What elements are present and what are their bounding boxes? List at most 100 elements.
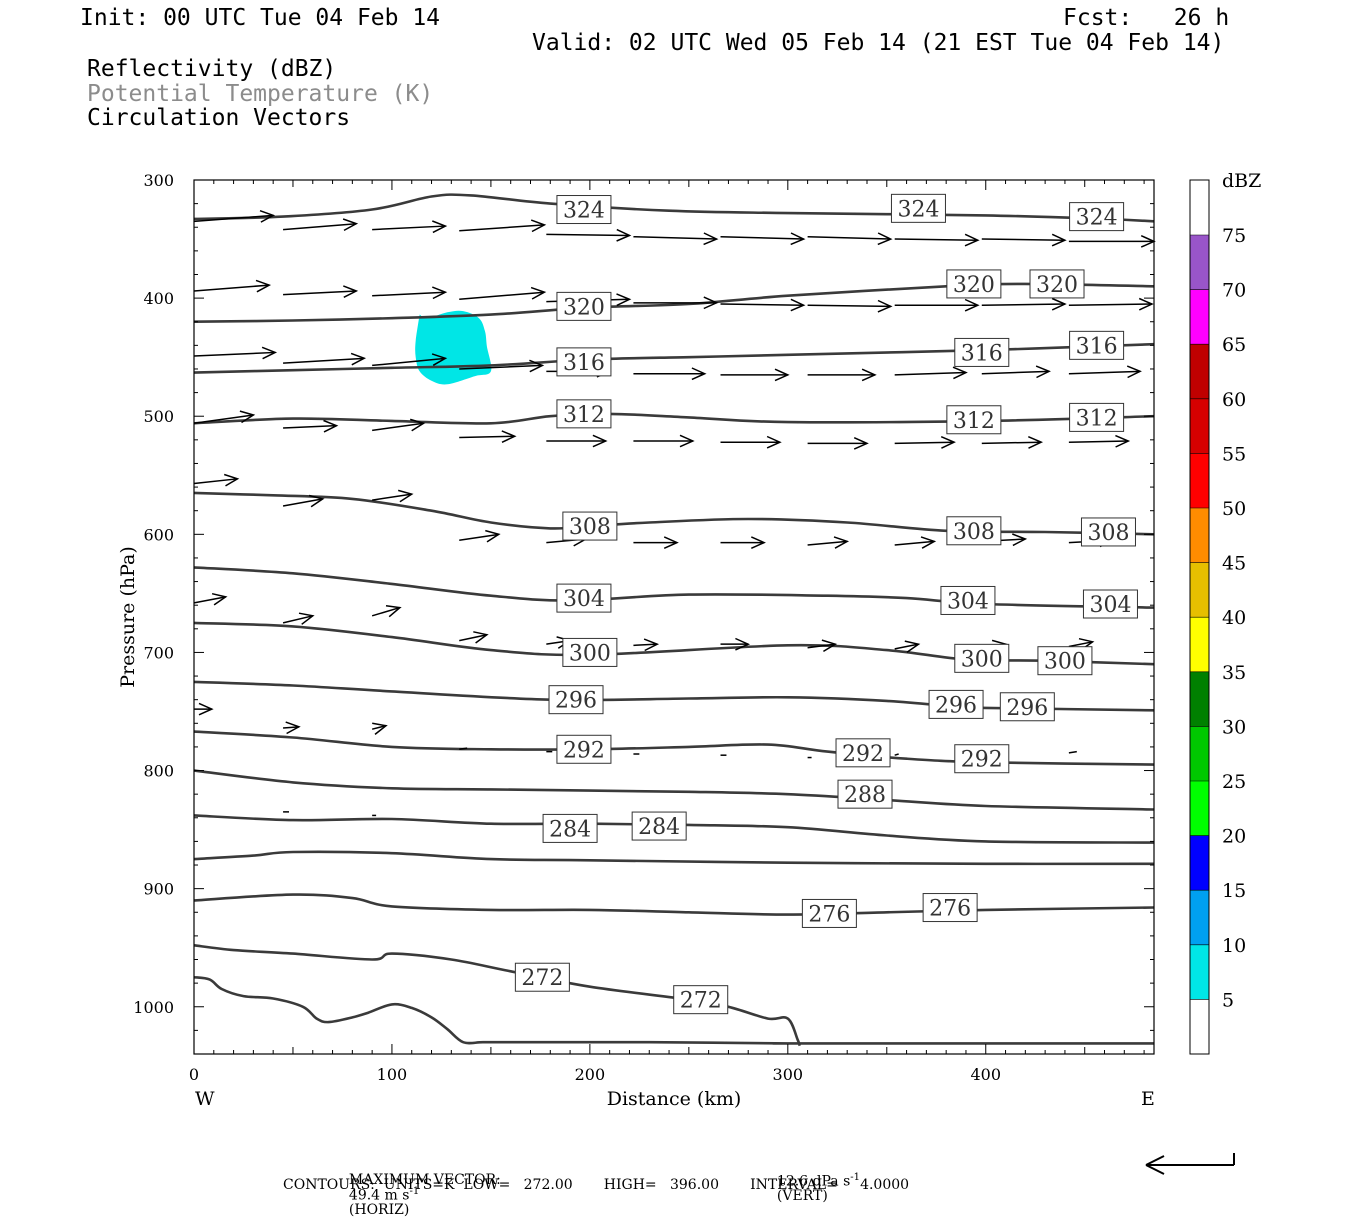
contour-label-312: 312: [1069, 402, 1125, 432]
reflectivity-fills: [415, 310, 492, 385]
field-vectors: Circulation Vectors: [87, 105, 351, 131]
colorbar-label: 60: [1222, 389, 1246, 411]
contour-label-304: 304: [556, 583, 612, 613]
contour-label-300: 300: [562, 637, 618, 667]
contour-label-304: 304: [1082, 589, 1138, 619]
y-tick-label: 500: [143, 407, 174, 426]
contour-label-text: 296: [555, 689, 597, 714]
circulation-vector: [459, 286, 547, 301]
x-tick-label: 400: [970, 1065, 1001, 1084]
colorbar-label: 30: [1222, 716, 1246, 738]
circulation-vector: [807, 368, 877, 382]
circulation-vector: [894, 536, 937, 549]
contour-label-text: 296: [1006, 696, 1048, 721]
contour-label-316: 316: [954, 337, 1010, 367]
circulation-vector: [633, 367, 707, 381]
circulation-vector: [720, 637, 751, 651]
theta-contour-324: [193, 193, 1155, 223]
circulation-vector: [981, 233, 1067, 247]
circulation-vector: [459, 219, 547, 233]
max-vector-vert: 12.6 dPa s-1 (VERT): [768, 1159, 860, 1203]
circulation-vector: [894, 640, 921, 653]
contour-label-316: 316: [1069, 330, 1125, 360]
theta-contour-280: [193, 850, 1155, 866]
circulation-vector: [1068, 297, 1154, 311]
contour-label-312: 312: [556, 399, 612, 429]
y-tick-label: 600: [143, 525, 174, 544]
theta-contour-300: [193, 621, 1155, 666]
colorbar-segment: [1190, 944, 1209, 1000]
circulation-vector: [546, 434, 608, 448]
circulation-vector: [894, 298, 980, 312]
colorbar-segment: [1190, 508, 1209, 563]
contour-label-text: 276: [808, 902, 850, 927]
contour-label-text: 316: [1076, 334, 1118, 359]
contour-label-300: 300: [954, 643, 1010, 673]
theta-contour-268: [193, 975, 1154, 1045]
circulation-vector: [807, 232, 893, 246]
contour-label-text: 288: [844, 783, 886, 808]
circulation-vector: [633, 232, 719, 246]
contour-label-text: 312: [1076, 406, 1118, 431]
contour-label-text: 308: [569, 515, 611, 540]
theta-contour-304: [193, 566, 1155, 609]
y-tick-label: 700: [143, 643, 174, 662]
contour-label-text: 276: [929, 897, 971, 922]
colorbar-label: 45: [1222, 553, 1246, 575]
x-tick-label: 200: [575, 1065, 606, 1084]
contour-label-292: 292: [556, 734, 612, 764]
contour-label-text: 304: [947, 589, 989, 614]
colorbar-label: 10: [1222, 935, 1246, 957]
circulation-vector: [633, 296, 719, 310]
x-tick-label: 300: [773, 1065, 804, 1084]
init-time: Init: 00 UTC Tue 04 Feb 14: [80, 5, 441, 31]
west-label: W: [195, 1088, 215, 1110]
circulation-vector: [720, 536, 766, 549]
circulation-vector: [282, 494, 325, 508]
colorbar-label: 15: [1222, 880, 1246, 902]
colorbar-label: 70: [1222, 280, 1246, 302]
circulation-vector: [894, 436, 956, 449]
theta-contour-292: [193, 730, 1155, 766]
circulation-vector: [283, 285, 359, 298]
contour-label-272: 272: [514, 962, 570, 992]
contour-label-text: 324: [1076, 206, 1118, 231]
circulation-vector: [720, 368, 790, 382]
contour-label-text: 272: [680, 989, 722, 1014]
circulation-vector: [720, 232, 806, 246]
y-tick-label: 1000: [133, 998, 174, 1017]
y-tick-label: 300: [143, 171, 174, 190]
colorbar-segment: [1190, 453, 1209, 508]
east-label: E: [1141, 1088, 1155, 1110]
contour-label-296: 296: [548, 685, 604, 715]
circulation-vector: [283, 419, 339, 433]
contour-label-316: 316: [556, 347, 612, 377]
circulation-vector: [193, 592, 228, 606]
circulation-vector: [372, 286, 448, 300]
colorbar-label: 5: [1222, 989, 1234, 1011]
theta-contours: [193, 193, 1155, 1047]
contour-label-text: 308: [1087, 521, 1129, 546]
circulation-vector: [807, 536, 850, 549]
contour-label-text: 320: [563, 295, 605, 320]
contour-label-300: 300: [1037, 646, 1093, 676]
colorbar-segment: [1190, 398, 1209, 454]
contour-label-320: 320: [556, 291, 612, 321]
y-tick-label: 900: [143, 880, 174, 899]
circulation-vector: [894, 753, 899, 756]
reflectivity-colorbar: 5 10 15 20 25 30 35 40 45 50 55 60 65 70 75: [1189, 179, 1246, 1055]
colorbar-label: 55: [1222, 443, 1246, 465]
circulation-vector: [1068, 365, 1142, 379]
colorbar-label: 20: [1222, 826, 1246, 848]
colorbar-segment: [1190, 235, 1209, 290]
contour-label-text: 316: [961, 341, 1003, 366]
theta-contour-308: [193, 491, 1155, 536]
contour-label-320: 320: [946, 269, 1002, 299]
contour-label-text: 292: [563, 738, 605, 763]
colorbar-label: 65: [1222, 334, 1246, 356]
theta-contour-labels: 324 324 324 320 320 320 316 316 316 312 312 312 308 3…: [514, 193, 1138, 1015]
y-axis-title: Pressure (hPa): [117, 546, 139, 688]
max-vector-label: MAXIMUM VECTOR:: [348, 1172, 501, 1188]
contour-label-312: 312: [946, 405, 1002, 435]
